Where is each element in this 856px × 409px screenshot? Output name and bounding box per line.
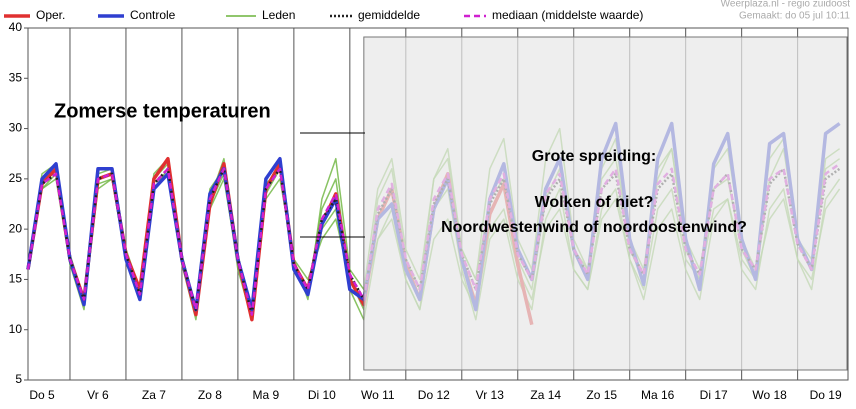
y-tick-label: 10: [9, 322, 23, 336]
x-tick-label: Zo 8: [198, 388, 222, 402]
y-tick-label: 5: [15, 372, 22, 386]
x-tick-label: Vr 13: [476, 388, 505, 402]
x-tick-label: Do 5: [29, 388, 55, 402]
x-tick-label: Ma 16: [641, 388, 675, 402]
legend-label: Controle: [130, 8, 176, 22]
x-tick-label: Zo 15: [586, 388, 617, 402]
x-tick-label: Wo 11: [361, 388, 395, 402]
x-tick-label: Di 17: [700, 388, 728, 402]
annotation: Grote spreiding:: [532, 148, 656, 165]
y-tick-label: 25: [9, 171, 23, 185]
x-tick-label: Za 14: [530, 388, 561, 402]
x-tick-label: Vr 6: [87, 388, 109, 402]
source: Weerplaza.nl - regio zuidoost: [721, 0, 851, 10]
x-tick-label: Wo 18: [752, 388, 787, 402]
x-tick-label: Za 7: [142, 388, 166, 402]
x-tick-label: Do 12: [418, 388, 450, 402]
y-tick-label: 40: [9, 20, 23, 34]
forecast-uncertain-overlay: [363, 36, 848, 371]
legend-label: Oper.: [36, 8, 65, 22]
annotation: Noordwestenwind of noordoostenwind?: [441, 219, 747, 236]
x-tick-label: Di 10: [308, 388, 336, 402]
y-tick-label: 30: [9, 121, 23, 135]
x-tick-label: Do 19: [810, 388, 842, 402]
y-tick-label: 35: [9, 70, 23, 84]
x-tick-label: Ma 9: [253, 388, 280, 402]
annotation: Zomerse temperaturen: [54, 100, 271, 122]
legend-label: mediaan (middelste waarde): [492, 8, 643, 22]
y-tick-label: 20: [9, 221, 23, 235]
legend-label: gemiddelde: [358, 8, 420, 22]
legend-label: Leden: [262, 8, 295, 22]
annotation: Wolken of niet?: [535, 194, 654, 211]
created: Gemaakt: do 05 jul 10:11: [739, 11, 850, 22]
y-tick-label: 15: [9, 272, 23, 286]
